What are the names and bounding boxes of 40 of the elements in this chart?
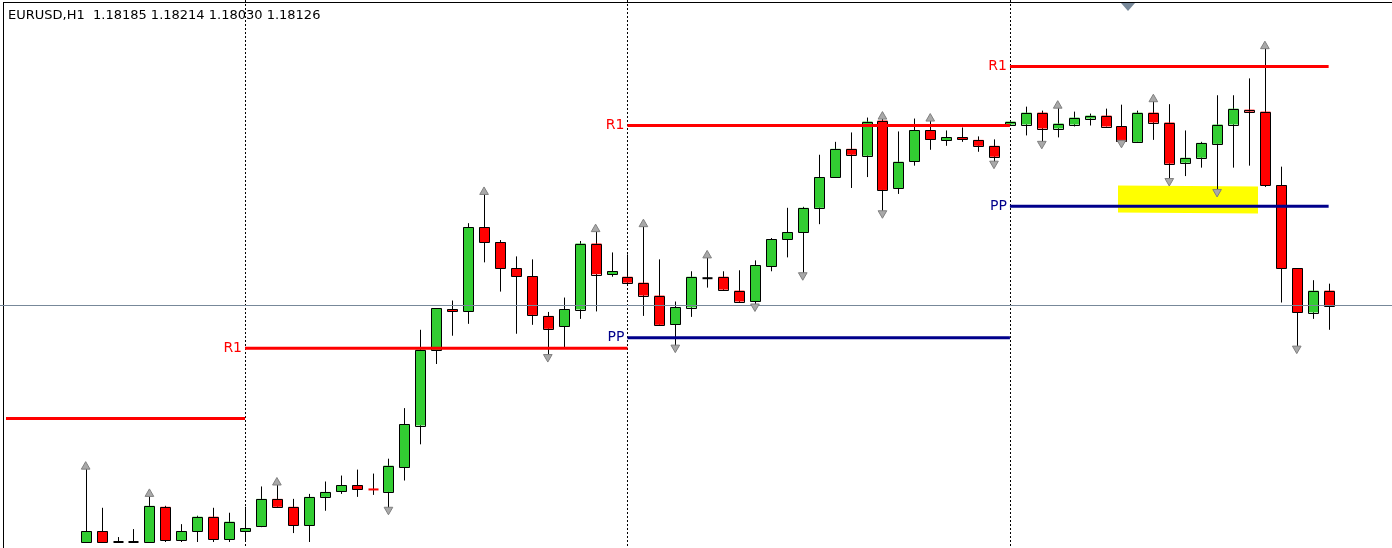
series-label: R1 bbox=[605, 116, 625, 133]
point bbox=[1260, 40, 1270, 50]
point bbox=[638, 218, 649, 228]
point bbox=[925, 113, 936, 122]
point bbox=[877, 210, 888, 219]
series-label: R1 bbox=[988, 57, 1007, 74]
candlestick bbox=[607, 251, 618, 278]
candlestick bbox=[782, 207, 793, 258]
point bbox=[702, 249, 712, 259]
candlestick bbox=[352, 469, 363, 498]
point bbox=[1291, 345, 1302, 355]
candlestick bbox=[511, 255, 522, 335]
point bbox=[542, 354, 553, 363]
point bbox=[1212, 188, 1222, 198]
candlestick bbox=[288, 498, 299, 534]
chart-title: EURUSD,H1 1.18185 1.18214 1.18030 1.18126 bbox=[8, 7, 321, 22]
point bbox=[1036, 140, 1047, 150]
point bbox=[989, 160, 999, 170]
candlestick bbox=[336, 475, 347, 495]
point bbox=[750, 303, 760, 312]
candlestick bbox=[208, 507, 219, 543]
point bbox=[1148, 93, 1159, 103]
point bbox=[1164, 178, 1175, 187]
point bbox=[877, 111, 888, 120]
candlestick bbox=[127, 528, 140, 543]
point bbox=[1116, 139, 1127, 149]
series-label: PP bbox=[990, 196, 1007, 213]
candlestick bbox=[367, 473, 380, 496]
candlestick bbox=[559, 297, 570, 349]
candlestick bbox=[192, 515, 203, 543]
point bbox=[590, 223, 601, 233]
candlestick bbox=[224, 512, 235, 543]
point bbox=[1052, 100, 1063, 109]
series-label: PP bbox=[607, 328, 625, 345]
series-label: R1 bbox=[223, 338, 243, 355]
candlestick bbox=[447, 300, 458, 337]
point bbox=[797, 272, 808, 281]
point bbox=[670, 344, 681, 354]
point bbox=[479, 186, 489, 195]
point bbox=[383, 506, 394, 516]
